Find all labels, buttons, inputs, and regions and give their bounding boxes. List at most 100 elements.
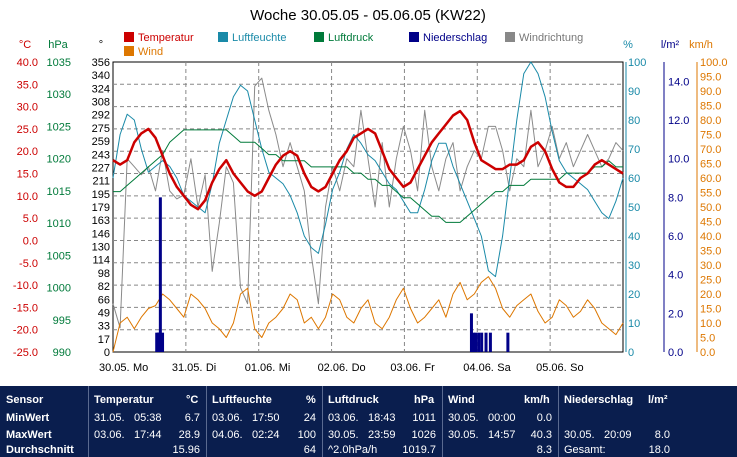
cell: 30.05. — [328, 429, 359, 441]
direction-tick-label: 275 — [92, 123, 110, 135]
humidity-tick-label: 100 — [628, 57, 646, 69]
rain-bar — [484, 332, 488, 352]
wind-tick-label: 70.0 — [700, 144, 721, 156]
direction-tick-label: 163 — [92, 215, 110, 227]
cell: 24 — [303, 412, 316, 424]
cell: 18:43 — [368, 412, 396, 424]
direction-tick-label: 33 — [98, 321, 110, 333]
cell: 03.06. — [328, 412, 359, 424]
cell: 28.9 — [178, 429, 200, 441]
direction-tick-label: 308 — [92, 97, 110, 109]
rain-bar — [480, 332, 484, 352]
cell: 04.06. — [212, 429, 243, 441]
humidity-tick-label: 20 — [628, 289, 640, 301]
humidity-tick-label: 50 — [628, 202, 640, 214]
direction-tick-label: 114 — [92, 255, 110, 267]
series-wind — [112, 276, 624, 353]
legend: Temperatur Luftfeuchte Luftdruck Niederschl… — [124, 32, 583, 58]
table-head-rain-unit: l/m² — [648, 394, 668, 406]
rain-bar — [506, 332, 510, 352]
x-date-label: 31.05. — [172, 362, 203, 374]
table-head-hum: Luftfeuchte — [212, 394, 272, 406]
wind-tick-label: 55.0 — [700, 188, 721, 200]
x-day-label: So — [570, 362, 583, 374]
series-layer — [112, 61, 624, 353]
pressure-tick-label: 1005 — [47, 250, 71, 262]
wind-tick-label: 85.0 — [700, 101, 721, 113]
stats-table: Sensor Temperatur °C Luftfeuchte % Luftd… — [0, 386, 737, 457]
rain-tick-label: 14.0 — [668, 76, 689, 88]
rain-bar — [472, 332, 476, 352]
wind-tick-label: 95.0 — [700, 72, 721, 84]
x-date-label: 04.06. — [463, 362, 494, 374]
x-date-label: 02.06. — [318, 362, 349, 374]
x-date-label: 30.05. — [99, 362, 130, 374]
direction-tick-label: 146 — [92, 228, 110, 240]
temp-tick-label: 35.0 — [17, 79, 38, 91]
x-day-label: Di — [206, 362, 216, 374]
legend-label: Wind — [138, 46, 163, 58]
legend-label: Temperatur — [138, 32, 194, 44]
legend-swatch — [314, 32, 324, 42]
direction-tick-label: 82 — [98, 281, 110, 293]
temp-tick-label: 25.0 — [17, 124, 38, 136]
wind-tick-label: 75.0 — [700, 130, 721, 142]
rain-tick-label: 10.0 — [668, 154, 689, 166]
cell: 03.06. — [94, 429, 125, 441]
series-luftdruck — [113, 129, 623, 223]
direction-tick-label: 179 — [92, 202, 110, 214]
direction-tick-label: 259 — [92, 136, 110, 148]
rain-bar — [158, 197, 162, 352]
legend-swatch — [218, 32, 228, 42]
temp-unit: °C — [19, 39, 31, 51]
chart-title: Woche 30.05.05 - 05.06.05 (KW22) — [250, 7, 486, 24]
x-day-label: Fr — [424, 362, 435, 374]
rain-tick-label: 12.0 — [668, 115, 689, 127]
rain-tick-label: 0.0 — [668, 347, 683, 359]
rain-tick-label: 8.0 — [668, 192, 683, 204]
humidity-tick-label: 80 — [628, 115, 640, 127]
rain-bar — [488, 332, 492, 352]
direction-tick-label: 17 — [98, 334, 110, 346]
pressure-tick-label: 1020 — [47, 154, 71, 166]
humidity-tick-label: 70 — [628, 144, 640, 156]
rain-bar — [477, 332, 481, 352]
direction-tick-label: 211 — [92, 176, 110, 188]
table-head-hum-unit: % — [306, 394, 316, 406]
table-head-press: Luftdruck — [328, 394, 379, 406]
cell: 8.3 — [536, 444, 552, 456]
wind-tick-label: 20.0 — [700, 289, 721, 301]
cell: 17:50 — [252, 412, 280, 424]
direction-tick-label: 227 — [92, 162, 110, 174]
cell: 14:57 — [488, 429, 516, 441]
pressure-tick-label: 1015 — [47, 186, 71, 198]
cell: 1011 — [412, 412, 436, 424]
cell: 30.05. — [448, 429, 479, 441]
wind-tick-label: 45.0 — [700, 217, 721, 229]
table-head-temp: Temperatur — [94, 394, 154, 406]
rain-unit: l/m² — [661, 39, 680, 51]
humidity-tick-label: 0 — [628, 347, 634, 359]
cell: 8.0 — [654, 429, 670, 441]
legend-swatch — [124, 46, 134, 56]
row-label: MaxWert — [6, 429, 52, 441]
temp-tick-label: -10.0 — [13, 280, 38, 292]
direction-tick-label: 0 — [104, 347, 110, 359]
direction-tick-label: 130 — [92, 242, 110, 254]
temp-tick-label: 10.0 — [17, 191, 38, 203]
direction-tick-label: 195 — [92, 189, 110, 201]
humidity-unit: % — [623, 39, 633, 51]
temp-tick-label: 20.0 — [17, 146, 38, 158]
cell: 02:24 — [252, 429, 280, 441]
table-head-sensor: Sensor — [6, 394, 44, 406]
cell: 40.3 — [530, 429, 552, 441]
cell: 23:59 — [368, 429, 396, 441]
direction-tick-label: 324 — [92, 83, 110, 95]
cell: 1026 — [411, 429, 436, 441]
series-temperatur — [112, 109, 624, 211]
cell: 20:09 — [604, 429, 632, 441]
cell: 15.96 — [172, 444, 200, 456]
weather-chart: Woche 30.05.05 - 05.06.05 (KW22) Tempera… — [13, 7, 728, 374]
temp-tick-label: 30.0 — [17, 102, 38, 114]
x-date-label: 01.06. — [245, 362, 276, 374]
